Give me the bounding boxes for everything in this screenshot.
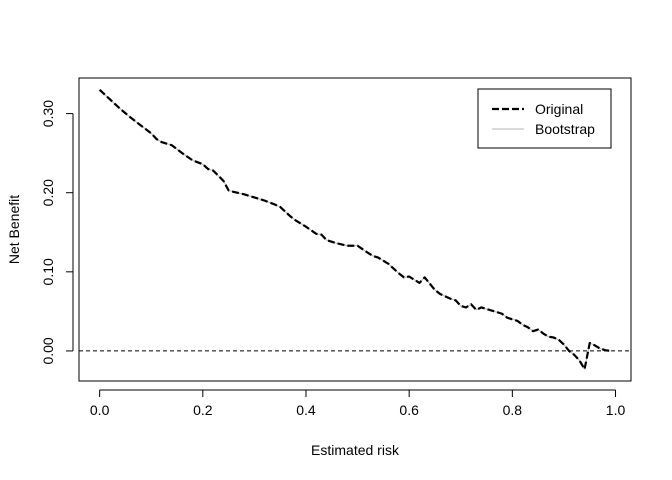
legend-label-original: Original	[535, 101, 583, 117]
series-line-original	[98, 89, 611, 371]
x-tick-label: 1.0	[606, 402, 626, 418]
legend: Original Bootstrap	[477, 88, 612, 149]
x-axis: 0.0 0.2 0.4 0.6 0.8 1.0	[90, 389, 626, 418]
y-axis-title: Net Benefit	[6, 195, 22, 264]
x-tick-label: 0.4	[296, 402, 316, 418]
legend-label-bootstrap: Bootstrap	[535, 121, 595, 137]
legend-box	[477, 88, 612, 149]
x-tick-label: 0.6	[399, 402, 419, 418]
y-tick-label: 0.20	[40, 179, 56, 206]
x-tick-label: 0.8	[503, 402, 523, 418]
y-tick-label: 0.00	[40, 337, 56, 364]
y-tick-label: 0.10	[40, 258, 56, 285]
y-axis: 0.00 0.10 0.20 0.30	[40, 100, 74, 365]
x-axis-title: Estimated risk	[311, 442, 400, 458]
plot-frame	[78, 77, 632, 382]
y-tick-label: 0.30	[40, 100, 56, 127]
series-layer	[98, 89, 611, 371]
x-tick-label: 0.2	[193, 402, 213, 418]
x-tick-label: 0.0	[90, 402, 110, 418]
